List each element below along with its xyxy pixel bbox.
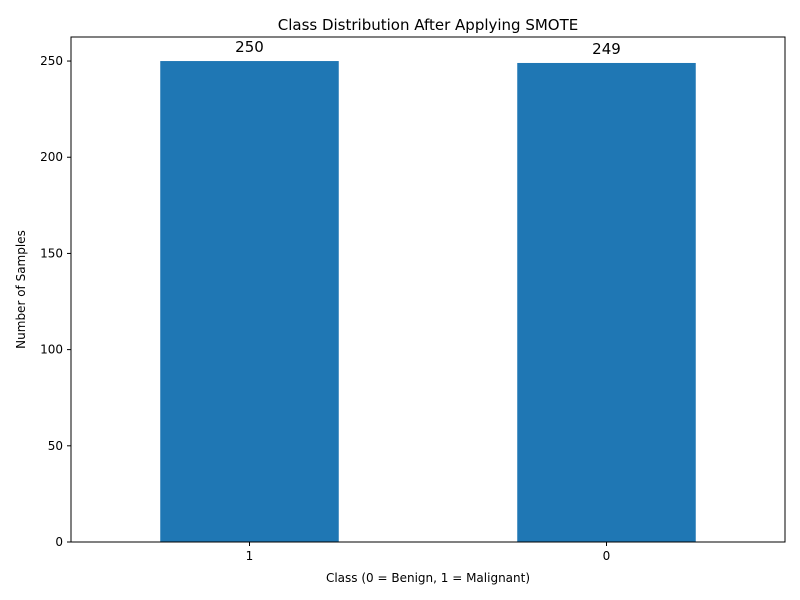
plot-frame [70,36,786,543]
y-tick-label: 250 [40,54,63,68]
data-label-class-0: 249 [592,40,621,58]
x-axis-label: Class (0 = Benign, 1 = Malignant) [326,571,530,585]
x-tick-label: 0 [603,549,611,563]
bar-class-1 [160,61,339,543]
data-labels-layer: 250 249 [235,38,621,58]
x-tick-label: 1 [246,549,254,563]
y-tick-label: 100 [40,343,63,357]
bars-layer [160,61,696,543]
y-axis: 0 50 100 150 200 250 [40,54,71,549]
y-tick-label: 50 [48,439,63,453]
y-tick-label: 150 [40,246,63,260]
y-axis-label: Number of Samples [14,230,28,349]
data-label-class-1: 250 [235,38,264,56]
chart-title: Class Distribution After Applying SMOTE [278,16,579,34]
y-tick-label: 200 [40,150,63,164]
y-tick-label: 0 [55,535,63,549]
bar-class-0 [517,62,696,542]
